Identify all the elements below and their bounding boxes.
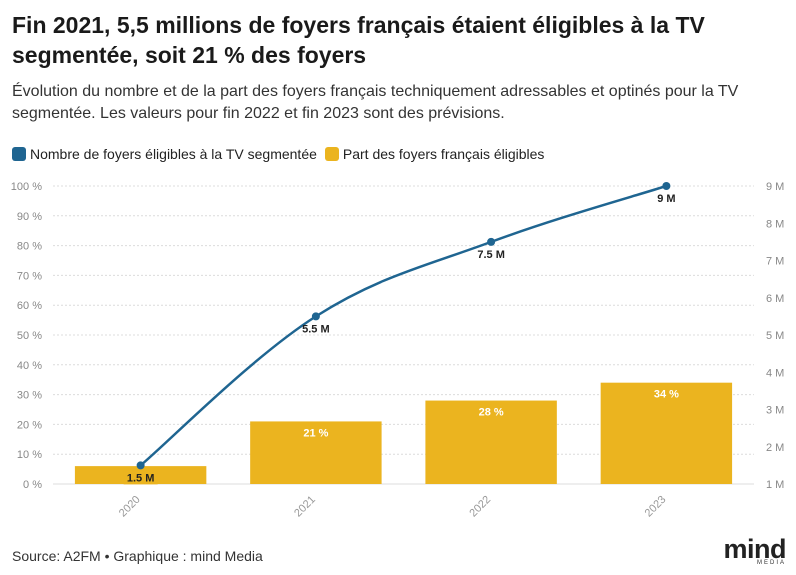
line-value-label: 9 M [657, 193, 675, 205]
y-left-tick-label: 0 % [23, 479, 42, 491]
bar-value-label: 34 % [654, 389, 679, 401]
y-right-tick-label: 7 M [766, 256, 784, 268]
x-tick-label: 2020 [117, 494, 143, 520]
y-left-tick-label: 70 % [17, 270, 42, 282]
y-left-tick-label: 20 % [17, 419, 42, 431]
y-left-tick-label: 30 % [17, 390, 42, 402]
bar [425, 400, 557, 484]
legend-line-label: Nombre de foyers éligibles à la TV segme… [30, 146, 317, 162]
y-right-tick-label: 5 M [766, 330, 784, 342]
y-right-tick-label: 8 M [766, 218, 784, 230]
line-point [311, 312, 320, 321]
line-label-bg [123, 470, 158, 485]
bar-series: 21 % 28 % 34 % [74, 382, 733, 484]
y-left-tick-label: 60 % [17, 300, 42, 312]
source-note: Source: A2FM • Graphique : mind Media [12, 548, 263, 564]
legend-bar-swatch [324, 147, 339, 161]
line-path [139, 184, 667, 467]
y-right-tick-label: 9 M [766, 181, 784, 193]
y-right-tick-label: 2 M [766, 442, 784, 454]
chart-subtitle: Évolution du nombre et de la part des fo… [12, 83, 739, 122]
x-tick-label: 2023 [643, 494, 669, 520]
y-axis-left-ticks: 0 % 10 % 20 % 30 % 40 % 50 % 60 % 70 % 80 % 90 % 1… [11, 181, 42, 491]
y-left-tick-label: 40 % [17, 360, 42, 372]
line-value-label: 7.5 M [477, 249, 505, 261]
legend-item-bar[interactable]: Part des foyers français éligibles [324, 146, 545, 162]
y-right-tick-label: 6 M [766, 293, 784, 305]
legend-bar-label: Part des foyers français éligibles [342, 146, 545, 162]
y-left-tick-label: 90 % [17, 211, 42, 223]
y-left-tick-label: 50 % [17, 330, 42, 342]
mind-media-logo: mind MEDIA [723, 534, 787, 567]
line-point [487, 237, 496, 246]
bar [600, 382, 733, 484]
x-axis-ticks: 2020 2021 2022 2023 [117, 494, 669, 520]
y-left-tick-label: 80 % [17, 241, 42, 253]
bar [250, 421, 382, 484]
y-right-tick-label: 1 M [766, 479, 784, 491]
y-right-tick-label: 4 M [766, 367, 784, 379]
legend-item-line[interactable]: Nombre de foyers éligibles à la TV segme… [12, 146, 317, 162]
y-left-tick-label: 100 % [11, 181, 42, 193]
line-value-label: 5.5 M [302, 323, 330, 335]
line-point [136, 461, 145, 470]
y-axis-right-ticks: 1 M 2 M 3 M 4 M 5 M 6 M 7 M 8 M 9 M [766, 181, 784, 491]
x-tick-label: 2021 [292, 494, 318, 520]
bar-value-label: 21 % [303, 427, 328, 439]
line-series: 1.5 M 5.5 M 7.5 M 9 M [123, 182, 676, 485]
line-point [662, 182, 671, 190]
y-right-tick-label: 3 M [766, 405, 784, 417]
bar-value-label: 28 % [479, 407, 504, 419]
chart-title: Fin 2021, 5,5 millions de foyers françai… [12, 12, 705, 68]
y-left-tick-label: 10 % [17, 449, 42, 461]
legend-line-swatch [12, 147, 26, 161]
legend: Nombre de foyers éligibles à la TV segme… [12, 143, 552, 165]
x-tick-label: 2022 [467, 494, 493, 520]
line-value-label: 1.5 M [127, 472, 155, 484]
combo-chart: 0 % 10 % 20 % 30 % 40 % 50 % 60 % 70 % 80 % 90 % 1… [11, 181, 785, 520]
